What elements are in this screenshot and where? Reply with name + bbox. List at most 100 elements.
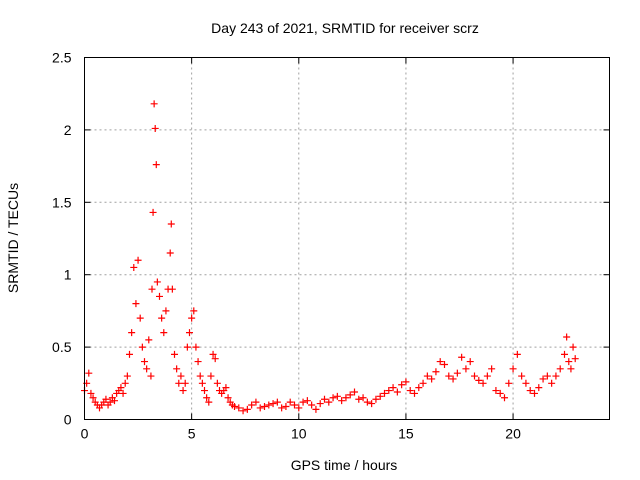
data-point [445, 372, 453, 380]
data-point [385, 387, 393, 395]
data-point [167, 220, 175, 228]
y-tick-label: 0.5 [52, 339, 72, 355]
data-point [138, 343, 146, 351]
data-point [106, 398, 114, 406]
data-point [175, 379, 183, 387]
data-point [561, 350, 568, 358]
data-point [539, 375, 547, 383]
data-point [286, 398, 294, 406]
data-point [432, 368, 440, 376]
data-point [147, 372, 155, 380]
data-point [368, 400, 376, 408]
data-point [111, 397, 118, 405]
data-point [269, 400, 277, 408]
data-point [479, 379, 487, 387]
data-point [376, 392, 384, 400]
data-point [158, 314, 166, 322]
data-point [209, 350, 217, 358]
data-point [333, 392, 341, 400]
data-point [243, 405, 251, 413]
data-point [252, 398, 260, 406]
data-point [150, 100, 158, 108]
data-point [89, 394, 97, 402]
x-tick-label: 5 [188, 426, 196, 442]
data-point [381, 389, 388, 397]
data-point [126, 350, 133, 358]
data-point [173, 365, 181, 373]
data-point [363, 398, 371, 406]
data-point [402, 378, 410, 386]
data-point [458, 353, 466, 361]
y-tick-label: 2 [64, 122, 72, 138]
data-point [235, 404, 243, 412]
data-point [543, 372, 551, 380]
data-point [85, 369, 93, 377]
data-point [411, 389, 418, 397]
data-point [231, 402, 238, 410]
data-point [224, 394, 232, 402]
y-tick-label: 0 [64, 412, 72, 428]
data-point [346, 391, 354, 399]
data-point [205, 398, 213, 406]
data-point [145, 336, 153, 344]
data-point [393, 388, 401, 396]
data-point [128, 329, 136, 337]
data-point [449, 375, 457, 383]
data-point [143, 365, 151, 373]
data-point [203, 394, 211, 402]
data-point [338, 397, 346, 405]
x-axis-label: GPS time / hours [291, 457, 398, 473]
data-point [265, 401, 273, 409]
data-point [261, 402, 268, 410]
data-point [183, 343, 191, 351]
data-point [565, 358, 573, 366]
data-point [415, 384, 423, 392]
data-point [186, 329, 193, 337]
data-point [190, 307, 198, 315]
data-point [567, 365, 575, 373]
data-point [149, 208, 157, 216]
data-point [102, 395, 110, 403]
data-point [201, 387, 208, 395]
data-point [513, 350, 521, 358]
data-point [488, 365, 496, 373]
grid-lines [84, 57, 610, 420]
data-point [552, 372, 560, 380]
data-point [571, 355, 579, 363]
data-point [419, 379, 427, 387]
data-point [123, 372, 131, 380]
data-point [496, 389, 504, 397]
data-point [453, 369, 461, 377]
data-point [548, 379, 556, 387]
data-point [278, 404, 286, 412]
data-point [119, 389, 127, 397]
data-point [312, 405, 320, 413]
data-point [492, 387, 500, 395]
data-point [483, 372, 491, 380]
data-point [406, 387, 414, 395]
y-tick-label: 1.5 [52, 194, 72, 210]
data-point [389, 384, 397, 392]
axis-ticks [84, 57, 610, 420]
data-point [222, 384, 230, 392]
data-point [569, 343, 577, 351]
data-point [325, 398, 333, 406]
data-point [372, 395, 380, 403]
data-point [359, 394, 367, 402]
data-point [501, 394, 508, 402]
data-point [194, 358, 202, 366]
data-point [166, 249, 174, 257]
data-point [192, 343, 200, 351]
data-point [295, 404, 303, 412]
data-point [466, 358, 474, 366]
data-point [148, 285, 156, 293]
x-tick-label: 0 [81, 426, 89, 442]
y-tick-label: 2.5 [52, 50, 72, 66]
x-tick-label: 10 [291, 426, 307, 442]
y-axis-label: SRMTID / TECUs [5, 183, 21, 293]
data-point [181, 379, 189, 387]
x-tick-label: 20 [505, 426, 521, 442]
data-point [134, 256, 142, 264]
data-point [423, 372, 431, 380]
